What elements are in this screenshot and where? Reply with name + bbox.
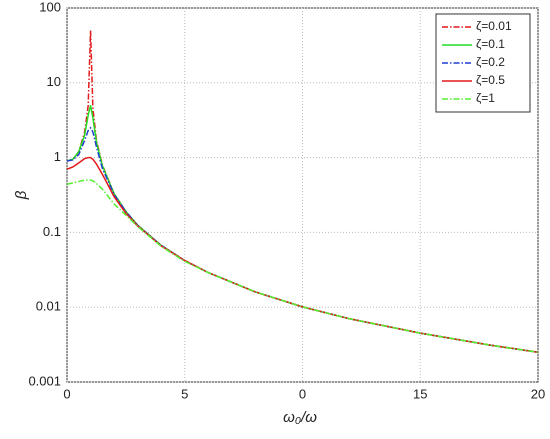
legend-box: [435, 13, 531, 113]
y-tick-label: 0.001: [28, 373, 61, 388]
legend-label: ζ=0.1: [476, 37, 505, 51]
legend-label: ζ=0.5: [476, 73, 505, 87]
y-tick-label: 1: [54, 149, 61, 164]
x-tick-label: 20: [531, 386, 545, 401]
x-tick-label: 15: [413, 386, 427, 401]
y-tick-label: 0.1: [43, 224, 61, 239]
y-tick-label: 100: [39, 0, 61, 14]
x-tick-label: 0: [63, 386, 70, 401]
y-tick-label: 0.01: [36, 299, 61, 314]
x-axis-label: ω₀/ω: [283, 409, 317, 426]
legend-label: ζ=0.01: [476, 19, 512, 33]
legend-label: ζ=0.2: [476, 55, 505, 69]
y-axis-label: β: [13, 190, 30, 200]
legend-label: ζ=1: [476, 91, 495, 105]
x-tick-label: 5: [181, 386, 188, 401]
line-series: [66, 179, 539, 353]
x-tick-label: 0: [299, 386, 306, 401]
y-tick-label: 10: [47, 74, 61, 89]
